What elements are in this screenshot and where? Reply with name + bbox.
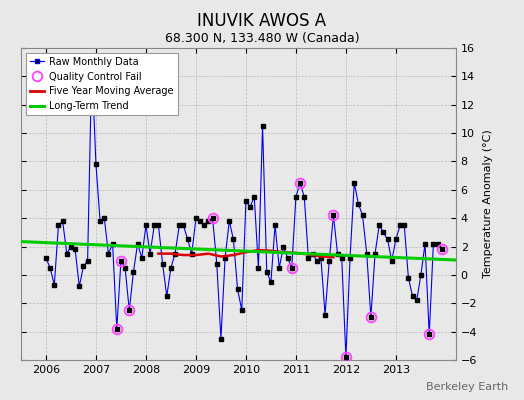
Text: INUVIK AWOS A: INUVIK AWOS A [198,12,326,30]
Text: Berkeley Earth: Berkeley Earth [426,382,508,392]
Text: 68.300 N, 133.480 W (Canada): 68.300 N, 133.480 W (Canada) [165,32,359,45]
Y-axis label: Temperature Anomaly (°C): Temperature Anomaly (°C) [483,130,493,278]
Legend: Raw Monthly Data, Quality Control Fail, Five Year Moving Average, Long-Term Tren: Raw Monthly Data, Quality Control Fail, … [26,53,178,115]
